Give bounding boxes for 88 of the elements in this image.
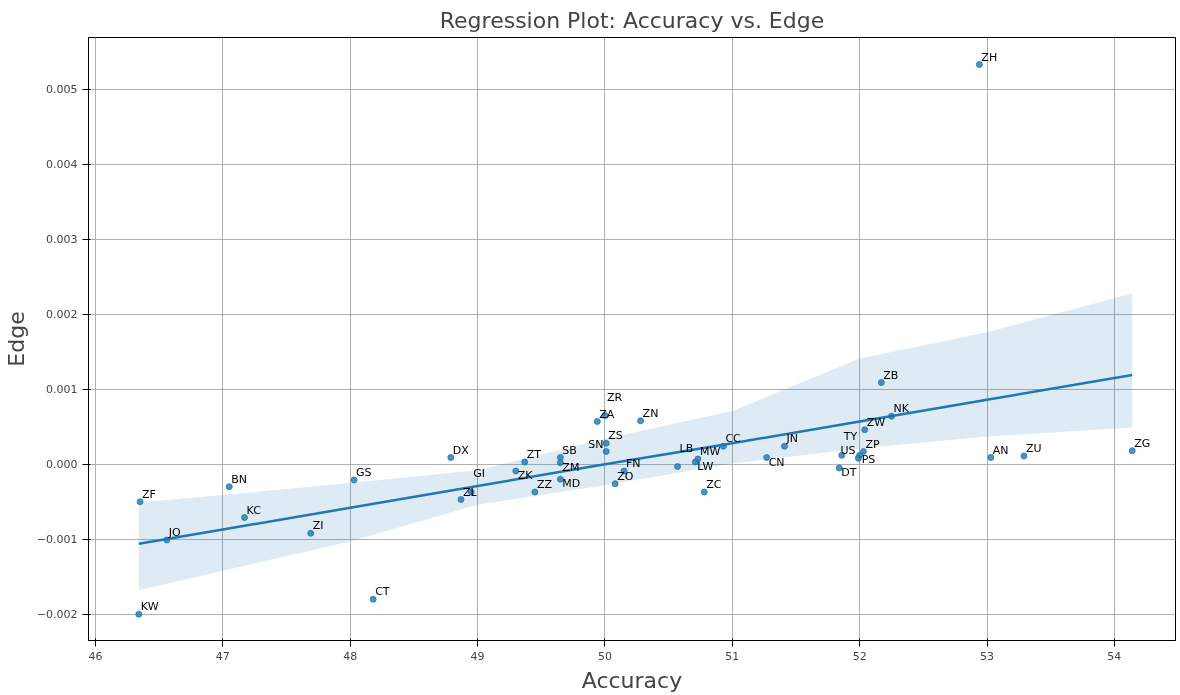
annotation: ZN [642,406,659,420]
point [593,418,601,425]
annotation: ZR [606,390,623,404]
point [225,483,233,491]
annotation: KW [140,600,159,614]
annotation: ZP [865,437,881,451]
annotation: DX [452,443,470,457]
y-axis-title: Edge [3,311,29,367]
annotation: GI [473,467,485,480]
x-tick-label: 49 [470,649,485,663]
x-tick-label: 53 [980,649,995,663]
x-tick-label: 50 [597,649,612,663]
annotation: ZS [608,429,623,443]
point [457,496,465,503]
annotation: TY [842,430,858,444]
annotation: ZH [981,50,998,64]
annotation: JN [785,432,798,446]
point [700,488,708,496]
point [987,454,995,461]
annotation: US [840,444,856,458]
annotation: MD [562,477,581,491]
annotation: CT [375,585,390,599]
y-tick-label: 0.004 [46,158,78,172]
line-series [137,373,1134,545]
annotation: ZA [599,407,615,421]
y-tick-label: 0.003 [46,233,78,247]
annotation: AN [992,443,1009,457]
point [611,480,619,488]
annotation: ZG [1134,436,1151,450]
point [350,476,358,484]
point [637,417,645,425]
annotation: ZW [866,415,886,429]
point [556,475,564,483]
y-tick-label: 0.000 [46,458,78,472]
annotation: ZF [142,487,156,501]
annotation: SN [588,437,604,451]
chart-title: Regression Plot: Accuracy vs. Edge [439,7,825,33]
x-tick-label: 48 [343,649,358,663]
point [531,488,539,496]
x-tick-label: 47 [215,649,230,663]
point [674,463,682,470]
y-tick-label: 0.005 [46,83,78,97]
point [1128,447,1136,455]
x-tick-label: 52 [852,649,867,663]
annotation: ZI [312,519,324,533]
y-tick-label: 0.002 [46,308,78,322]
point [521,458,529,466]
annotation: ZB [883,368,899,382]
point [859,448,867,455]
x-tick-label: 51 [725,649,740,663]
annotation: KC [246,503,262,517]
annotation: ZC [706,478,722,491]
point [136,498,144,506]
annotation: ZO [617,469,634,483]
annotation: ZU [1025,442,1042,455]
annotation: MW [699,445,721,458]
point [602,448,610,455]
annotation: BN [231,472,248,486]
x-tick-label: 54 [1107,649,1122,663]
point [556,454,564,461]
annotation: NK [893,402,910,416]
annotation: JO [167,526,182,539]
point [447,454,455,461]
annotation: CN [768,455,785,469]
y-tick-label: 0.001 [46,383,78,397]
annotation: SB [562,443,577,457]
point [861,426,869,434]
annotation: DT [841,466,857,479]
y-tick-label: −0.002 [36,608,78,622]
annotation: ZT [526,448,542,461]
annotation: CC [725,432,742,446]
point [307,529,315,537]
annotation: LW [697,460,714,473]
x-axis-title: Accuracy [581,667,683,693]
point [975,61,983,68]
point [369,595,377,603]
point [135,610,143,618]
point [1020,452,1028,460]
annotation: ZZ [536,478,553,491]
annotation: PS [861,453,876,467]
y-tick-label: −0.001 [36,533,78,547]
point [877,379,885,386]
x-tick-label: 46 [88,649,103,663]
point [835,464,843,472]
annotation: FN [626,457,641,470]
point [241,514,249,521]
point [781,442,789,450]
annotation: GS [356,466,372,479]
